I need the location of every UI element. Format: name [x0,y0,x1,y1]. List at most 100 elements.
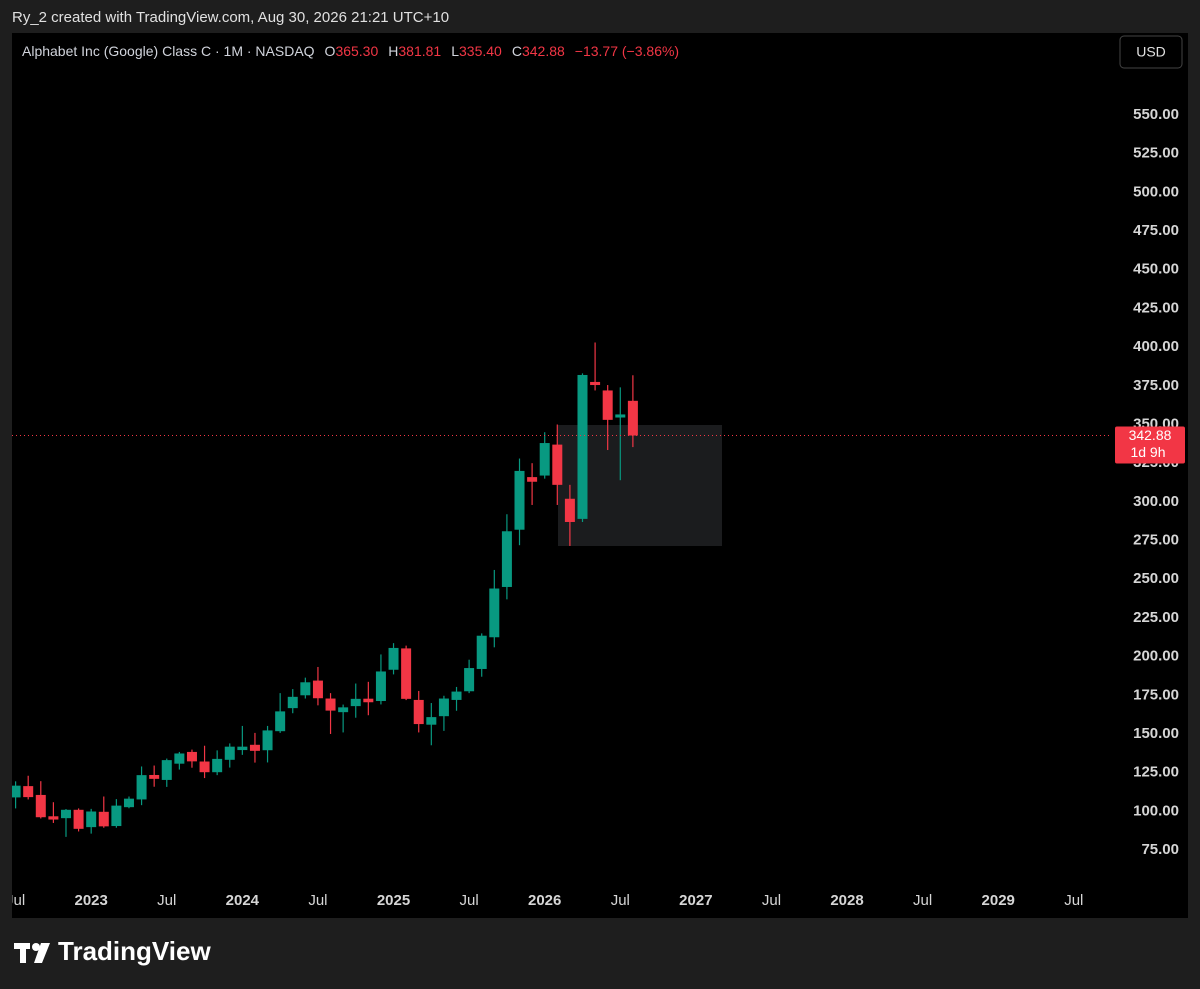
x-tick-label: 2023 [74,892,107,909]
brand-logo: TradingView [14,936,211,966]
y-tick-label: 475.00 [1133,222,1179,239]
candle-body [363,698,374,703]
logo-shape [32,943,40,951]
candle-body [111,805,122,827]
x-tick-label: Jul [460,892,479,909]
y-tick-label: 400.00 [1133,338,1179,355]
candle-body [262,730,273,751]
candle-body [602,390,613,420]
candle-body [539,443,550,476]
brand: TradingView [58,936,211,966]
candle-body [312,680,323,699]
candle-body [149,774,160,779]
legend: Alphabet Inc (Google) Class C · 1M · NAS… [22,43,679,59]
x-tick-label: 2024 [226,892,260,909]
y-tick-label: 150.00 [1133,725,1179,742]
candle-body [615,414,626,418]
x-tick-label: 2025 [377,892,410,909]
legend-key: L [451,43,459,59]
candle-body [627,400,638,436]
legend-key: C [512,43,522,59]
y-tick-label: 200.00 [1133,648,1179,665]
x-tick-label: Jul [157,892,176,909]
candle-body [325,698,336,711]
candle-body [136,775,147,800]
candle-body [388,647,399,670]
y-tick-label: 375.00 [1133,377,1179,394]
y-tick-label: 550.00 [1133,106,1179,123]
candle-body [350,698,361,707]
candle-body [161,760,172,780]
legend-value: 365.30 [335,43,378,59]
candle-body [73,809,84,829]
y-tick-label: 275.00 [1133,532,1179,549]
logo-shape [20,943,26,963]
currency-button[interactable]: USD [1119,35,1183,69]
candle-body [60,809,71,819]
button-frame[interactable] [1119,35,1183,69]
y-tick-label: 300.00 [1133,493,1179,510]
x-tick-label: Jul [1064,892,1083,909]
candle-body [12,785,21,798]
candle-body [212,758,223,773]
candle-body [564,498,575,522]
candle-body [237,746,248,751]
x-tick-label: 2028 [830,892,863,909]
candle-body [338,707,349,713]
candle-body [413,699,424,725]
symbol: Alphabet Inc (Google) Class C · 1M · NAS… [22,43,315,59]
y-tick-label: 500.00 [1133,183,1179,200]
candle-body [375,671,386,702]
candle-body [501,531,512,587]
y-tick-label: 125.00 [1133,764,1179,781]
legend-value: 381.81 [398,43,441,59]
candle-body [199,761,210,773]
candle-body [426,717,437,725]
plot [12,342,1110,837]
legend-key: O [325,43,336,59]
legend-change: −13.77 (−3.86%) [575,43,679,59]
candle-body [287,696,298,709]
price-tag [1115,426,1185,464]
button-label[interactable]: USD [1136,44,1166,60]
x-tick-label: 2029 [982,892,1015,909]
candle-body [476,635,487,669]
legend-value: 342.88 [522,43,565,59]
candle-body [123,798,134,808]
credit: Ry_2 created with TradingView.com, Aug 3… [12,9,449,26]
candle-body [438,698,449,717]
candle-body [401,648,412,699]
candle-body [275,711,286,732]
price-tag-label: 342.88 [1129,427,1172,443]
candle-body [98,811,109,827]
candle-body [451,691,462,700]
candle-body [86,811,97,828]
y-tick-label: 525.00 [1133,145,1179,162]
x-tick-label: 2027 [679,892,712,909]
candle-body [35,794,46,818]
candle-body [23,786,34,798]
candle-body [48,816,59,820]
x-tick-label: Jul [913,892,932,909]
y-tick-label: 450.00 [1133,261,1179,278]
y-tick-label: 225.00 [1133,609,1179,626]
candle-body [514,470,525,530]
price-tag-countdown: 1d 9h [1130,444,1165,460]
legend-key: H [388,43,398,59]
candle-body [464,668,475,692]
x-tick-label: Jul [762,892,781,909]
x-tick-label: Jul [611,892,630,909]
logo-shape [34,943,50,963]
candle-body [489,588,500,638]
candle-body [590,381,601,386]
candle-body [552,444,563,485]
y-tick-label: 425.00 [1133,299,1179,316]
candle-body [174,753,185,764]
y-tick-label: 100.00 [1133,802,1179,819]
frame-edge [0,885,12,915]
candle-body [186,751,197,762]
x-tick-label: Jul [308,892,327,909]
x-tick-label: 2026 [528,892,561,909]
